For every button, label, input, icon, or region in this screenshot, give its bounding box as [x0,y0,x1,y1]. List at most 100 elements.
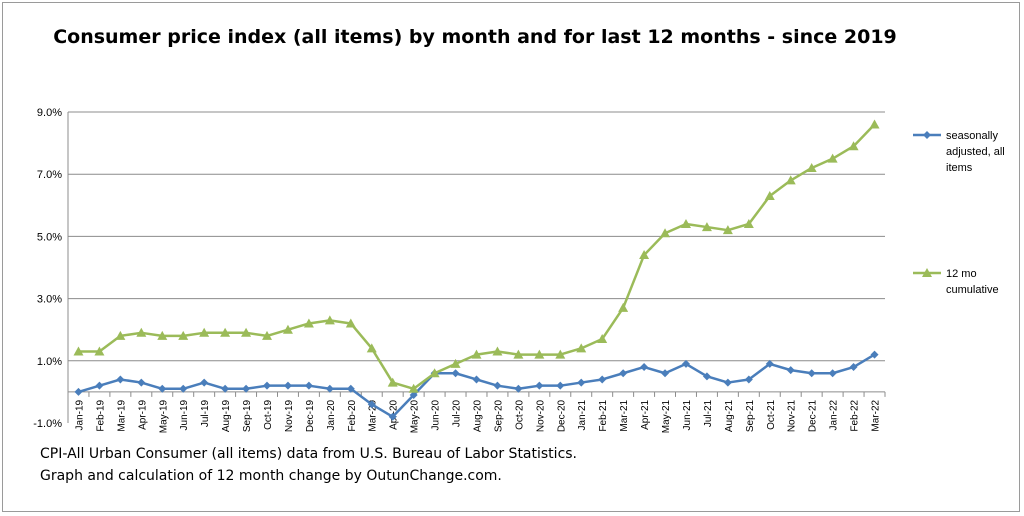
x-tick-label: May-19 [158,399,169,433]
data-point [869,119,880,129]
x-tick-label: Jul-21 [703,399,714,427]
legend-label-12-mo-cumulative: 12 mo cumulative [946,268,999,296]
x-tick-label: Nov-21 [787,399,798,432]
x-tick-label: Jan-21 [577,399,588,430]
data-point [115,330,126,340]
x-tick-label: Sep-21 [745,399,756,432]
data-point [304,381,313,390]
data-point [283,381,292,390]
x-tick-label: Dec-20 [556,399,567,432]
data-point [786,366,795,375]
data-point [263,381,272,390]
x-tick-label: Aug-20 [473,399,484,432]
x-tick-label: Dec-21 [808,399,819,432]
source-note: CPI-All Urban Consumer (all items) data … [40,446,578,462]
data-point [366,343,377,353]
data-point [785,175,796,185]
data-point [701,222,712,232]
data-point [116,375,125,384]
data-point [472,375,481,384]
data-point [137,378,146,387]
data-point [619,369,628,378]
data-point [764,190,775,200]
data-point [661,369,670,378]
data-point [870,350,879,359]
data-point [179,384,188,393]
y-tick-label: -1.0% [33,418,62,430]
data-point [346,384,355,393]
x-tick-label: Aug-21 [724,399,735,432]
data-point [199,327,210,337]
data-point [345,318,356,328]
data-point [680,218,691,228]
data-point [722,225,733,235]
data-point [577,378,586,387]
data-point [556,381,565,390]
data-point [681,359,690,368]
data-point [303,318,314,328]
data-point [743,218,754,228]
data-point [408,383,419,393]
legend-marker [923,131,931,139]
data-point [178,330,189,340]
x-tick-label: Mar-22 [871,399,882,431]
data-point [158,384,167,393]
y-tick-label: 7.0% [37,169,62,181]
data-point [640,363,649,372]
data-point [848,141,859,151]
data-point [387,377,398,387]
x-tick-label: Jul-20 [452,399,463,427]
x-tick-label: Oct-20 [514,399,525,429]
x-tick-label: Oct-21 [766,399,777,429]
data-point [827,153,838,163]
data-point [723,378,732,387]
x-tick-label: Jul-19 [200,399,211,427]
data-point [241,327,252,337]
x-tick-label: Jan-19 [74,399,85,430]
x-tick-label: Mar-21 [619,399,630,431]
data-point [450,358,461,368]
x-tick-label: Apr-21 [640,399,651,429]
x-tick-label: Nov-19 [284,399,295,432]
data-point [576,343,587,353]
x-tick-label: Jan-20 [326,399,337,430]
data-point [597,334,608,344]
data-point [282,324,293,334]
data-point [242,384,251,393]
x-tick-label: Feb-19 [95,399,106,431]
data-point [324,315,335,325]
data-point [598,375,607,384]
x-tick-label: Apr-19 [137,399,148,429]
x-tick-label: May-21 [661,399,672,433]
data-point [136,327,147,337]
x-tick-label: Sep-19 [242,399,253,432]
data-point [513,349,524,359]
x-tick-label: Sep-20 [493,399,504,432]
data-point [702,372,711,381]
credit-note: Graph and calculation of 12 month change… [40,468,502,484]
y-tick-label: 5.0% [37,231,62,243]
data-point [807,369,816,378]
data-point [534,349,545,359]
y-tick-label: 9.0% [37,107,62,119]
x-tick-label: Jun-20 [431,399,442,430]
chart-title: Consumer price index (all items) by mont… [53,26,897,48]
data-point [200,378,209,387]
x-tick-label: Mar-20 [368,399,379,431]
data-point [744,375,753,384]
y-tick-label: 1.0% [37,356,62,368]
data-point [429,368,440,378]
x-tick-label: Jan-22 [829,399,840,430]
data-point [493,381,502,390]
data-point [94,346,105,356]
data-point [639,250,650,260]
data-point [765,359,774,368]
data-point [806,162,817,172]
data-point [221,384,230,393]
data-point [367,400,376,409]
data-point [555,349,566,359]
data-point [409,391,418,400]
data-point [73,346,84,356]
